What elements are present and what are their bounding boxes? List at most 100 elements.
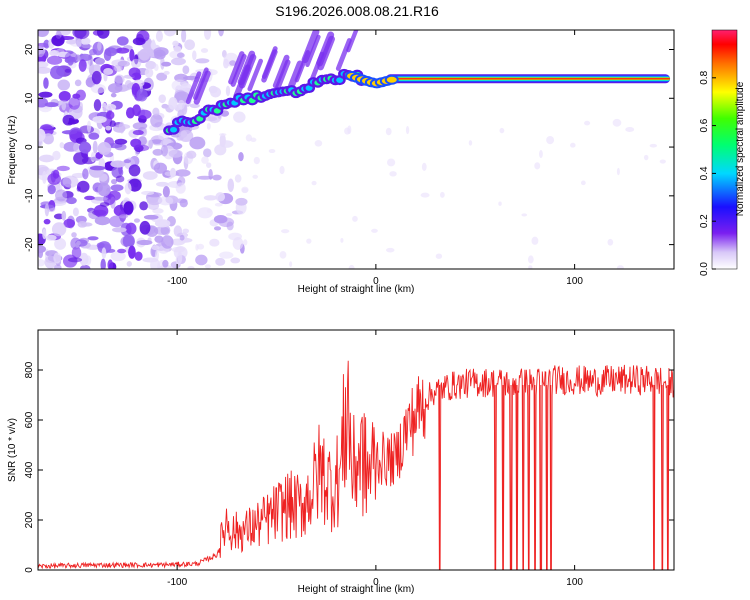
spectrogram-noise-blob [63,218,76,228]
spectrogram-noise-blob [347,125,352,134]
spectrogram-noise-blob [53,252,62,264]
spectrogram-noise-blob [279,165,285,175]
spectrogram-noise-blob [86,120,92,133]
spectrogram-noise-blob [51,222,67,237]
spectrogram-noise-blob [171,246,185,253]
spectrogram-noise-blob [72,207,79,217]
spectrogram-noise-blob [106,110,115,120]
spectrogram-noise-blob [123,159,131,164]
spectrogram-noise-blob [107,259,114,269]
spectrogram-noise-blob [68,96,81,110]
spectrogram-noise-blob [97,182,111,197]
spectrogram-noise-blob [47,173,62,185]
spectrogram-noise-blob [352,215,358,222]
spectrogram-noise-blob [79,141,92,154]
spectrogram-noise-blob [74,30,90,39]
spectrogram-noise-blob [348,264,355,269]
spectrogram-noise-blob [39,154,55,163]
snr-x-axis-label: Height of straight line (km) [298,584,415,595]
snr-panel: -100 0 100 0 200 400 600 800 Height of straigh… [7,329,675,595]
spectrogram-noise-blob [204,264,211,269]
spectrogram-noise-blob [612,118,622,127]
spectrogram-noise-field [38,30,666,269]
spectrogram-noise-blob [123,201,134,215]
colorbar-ticks: 0.0 0.2 0.4 0.6 0.8 [699,70,716,276]
spectrogram-noise-blob [90,83,106,94]
spectrogram-signal-streak [193,70,211,105]
spectrogram-signal-blob-core [213,108,221,114]
spectrogram-noise-blob [71,246,82,259]
spectrogram-noise-blob [179,234,185,241]
spectrogram-x-tick-label: 100 [566,276,583,287]
spectrogram-noise-blob [52,150,61,161]
spectrogram-noise-blob [171,79,188,92]
spectrogram-noise-blob [213,215,228,224]
spectrogram-noise-blob [234,174,242,183]
spectrogram-noise-blob [100,258,106,269]
spectrogram-noise-blob [607,238,614,246]
spectrogram-noise-blob [201,156,209,164]
spectrogram-noise-blob [155,30,163,42]
spectrogram-noise-blob [162,185,170,198]
spectrogram-noise-blob [153,226,170,235]
spectrogram-noise-blob [77,180,90,193]
spectrogram-noise-blob [214,202,223,207]
spectrogram-noise-blob [281,229,290,234]
spectrogram-noise-blob [206,162,212,168]
spectrogram-noise-blob [521,213,528,217]
spectrogram-noise-blob [92,116,107,124]
spectrogram-noise-blob [97,41,102,51]
spectrogram-y-tick-label: -10 [24,188,35,203]
spectrogram-noise-blob [154,49,166,60]
figure-title: S196.2026.008.08.21.R16 [275,3,439,19]
spectrogram-noise-blob [141,190,155,196]
colorbar-label: Normalized spectral amplitude [735,81,746,216]
spectrogram-noise-blob [150,139,163,144]
snr-line [38,360,674,570]
spectrogram-noise-blob [107,83,123,94]
spectrogram-noise-blob [58,91,71,102]
spectrogram-noise-blob [42,133,54,145]
spectrogram-noise-blob [219,133,227,137]
spectrogram-noise-blob [196,243,205,250]
spectrogram-noise-blob [230,257,241,264]
spectrogram-noise-blob [223,58,229,69]
spectrogram-noise-blob [139,220,151,235]
spectrogram-noise-blob [91,70,102,85]
spectrogram-noise-blob [214,144,227,156]
spectrogram-noise-blob [61,210,67,221]
colorbar-tick-label: 0.8 [699,70,710,84]
snr-x-tick-label: 100 [566,577,583,588]
spectrogram-signal-streak [247,58,263,92]
spectrogram-signal-streak [301,30,320,64]
spectrogram-noise-blob [38,61,49,68]
spectrogram-noise-blob [225,85,231,97]
spectrogram-noise-blob [228,232,242,241]
snr-y-tick-label: 400 [24,461,35,478]
spectrogram-noise-blob [570,142,576,148]
spectrogram-noise-blob [405,125,410,135]
spectrogram-noise-blob [38,128,46,142]
spectrogram-noise-blob [130,58,142,69]
spectrogram-noise-blob [539,150,543,159]
spectrogram-noise-blob [97,141,112,156]
spectrogram-noise-blob [94,57,106,65]
spectrogram-signal-blob-core [305,85,313,91]
spectrogram-signal-streak [346,30,359,53]
spectrogram-noise-blob [250,137,257,143]
spectrogram-noise-blob [235,197,248,206]
spectrogram-noise-blob [204,116,217,122]
spectrogram-noise-blob [136,88,148,102]
spectrogram-noise-blob [168,149,183,158]
spectrogram-noise-blob [206,122,211,130]
spectrogram-noise-blob [92,140,98,154]
spectrogram-noise-blob [154,219,171,228]
spectrogram-noise-blob [163,30,177,37]
spectrogram-y-axis-label: Frequency (Hz) [7,116,18,185]
spectrogram-noise-blob [115,175,125,183]
spectrogram-noise-blob [61,101,67,111]
spectrogram-noise-blob [528,265,533,269]
spectrogram-noise-blob [181,30,187,43]
spectrogram-noise-blob [62,114,75,126]
spectrogram-noise-blob [253,156,260,165]
